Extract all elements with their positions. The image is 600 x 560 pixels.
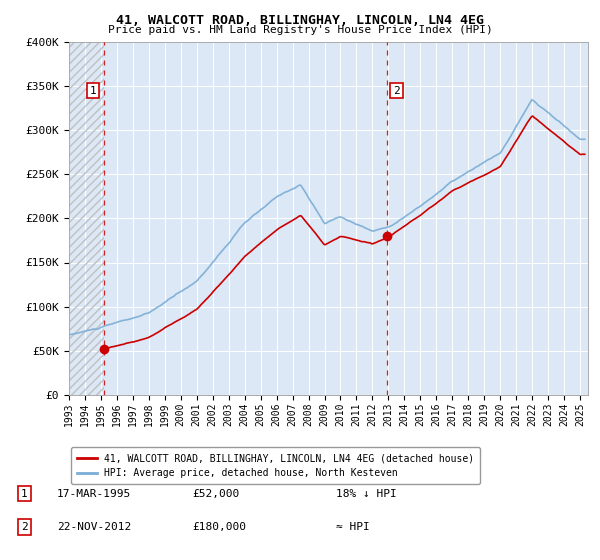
Text: £180,000: £180,000 <box>192 522 246 532</box>
Text: 1: 1 <box>90 86 97 96</box>
Text: 18% ↓ HPI: 18% ↓ HPI <box>336 488 397 498</box>
Text: 1: 1 <box>21 488 28 498</box>
Text: 2: 2 <box>393 86 400 96</box>
Text: 2: 2 <box>21 522 28 532</box>
Legend: 41, WALCOTT ROAD, BILLINGHAY, LINCOLN, LN4 4EG (detached house), HPI: Average pr: 41, WALCOTT ROAD, BILLINGHAY, LINCOLN, L… <box>71 447 480 484</box>
Text: £52,000: £52,000 <box>192 488 239 498</box>
Text: 22-NOV-2012: 22-NOV-2012 <box>57 522 131 532</box>
Text: Price paid vs. HM Land Registry's House Price Index (HPI): Price paid vs. HM Land Registry's House … <box>107 25 493 35</box>
Bar <box>69 42 104 395</box>
Text: 17-MAR-1995: 17-MAR-1995 <box>57 488 131 498</box>
Text: 41, WALCOTT ROAD, BILLINGHAY, LINCOLN, LN4 4EG: 41, WALCOTT ROAD, BILLINGHAY, LINCOLN, L… <box>116 14 484 27</box>
Text: ≈ HPI: ≈ HPI <box>336 522 370 532</box>
